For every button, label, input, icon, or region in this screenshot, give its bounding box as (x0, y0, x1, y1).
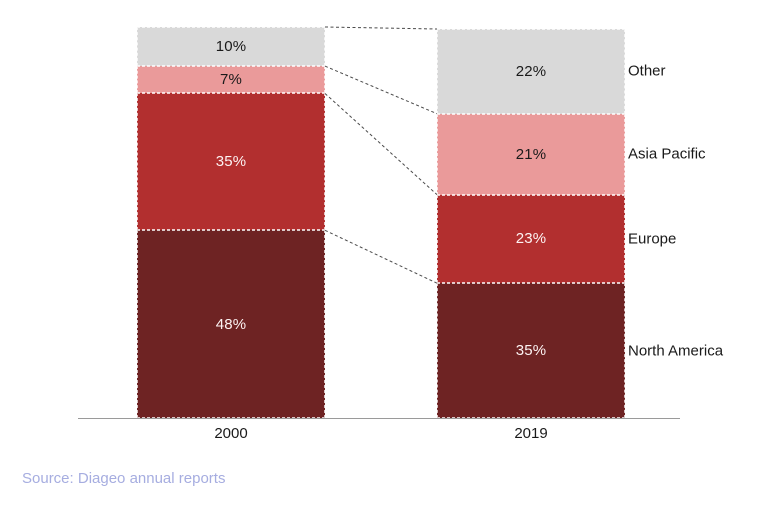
bar-segment-asia-pacific-2019: 21% (437, 113, 625, 195)
series-label-other: Other (628, 62, 666, 80)
segment-value-label: 7% (219, 71, 243, 89)
segment-value-label: 22% (515, 62, 547, 80)
source-note: Source: Diageo annual reports (22, 470, 226, 487)
bar-segment-europe-2019: 23% (437, 194, 625, 284)
series-label-north-america: North America (628, 342, 724, 360)
stacked-bar-2000: 10% 7% 35% 48% (137, 27, 325, 418)
connector-line-europe (324, 93, 438, 195)
connector-line-other (324, 26, 438, 30)
x-axis-line (78, 418, 680, 419)
series-label-europe: Europe (628, 230, 677, 248)
series-label-asia-pacific: Asia Pacific (628, 145, 706, 163)
x-tick-2000: 2000 (214, 425, 248, 442)
segment-value-label: 35% (215, 153, 247, 171)
connector-line-asia-pacific (324, 65, 438, 115)
bar-segment-europe-2000: 35% (137, 93, 325, 231)
segment-value-label: 48% (215, 315, 247, 333)
connector-line-north-america (324, 229, 438, 284)
segment-value-label: 10% (215, 38, 247, 56)
segment-value-label: 23% (515, 230, 547, 248)
stacked-bar-2019: 22% 21% 23% 35% (437, 29, 625, 418)
segment-value-label: 21% (515, 145, 547, 163)
x-tick-2019: 2019 (514, 425, 548, 442)
bar-segment-other-2019: 22% (437, 29, 625, 114)
bar-segment-other-2000: 10% (137, 27, 325, 67)
bar-segment-north-america-2019: 35% (437, 283, 625, 418)
segment-value-label: 35% (515, 342, 547, 360)
bar-segment-asia-pacific-2000: 7% (137, 66, 325, 94)
bar-segment-north-america-2000: 48% (137, 230, 325, 418)
